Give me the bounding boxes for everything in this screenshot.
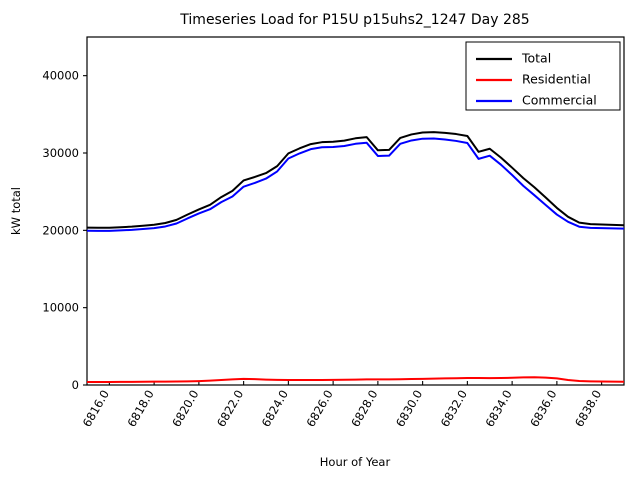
series-line-commercial [86,137,625,232]
series-line-residential [87,376,625,384]
legend-frame [465,41,621,111]
chart-legend[interactable]: Total Residential Commercial [465,41,621,111]
y-axis-label: kW total [9,187,23,235]
y-tick-label: 0 [72,378,79,392]
legend-label-total: Total [521,51,551,66]
y-tick-label: 20000 [42,223,79,237]
legend-label-residential: Residential [522,72,591,87]
axes-frame [86,36,625,386]
legend-label-commercial: Commercial [522,93,597,108]
series-line-total [86,131,625,229]
y-axis-ticks: 0 10000 20000 30000 40000 [42,69,87,392]
y-tick-label: 30000 [42,146,79,160]
chart-title: Timeseries Load for P15U p15uhs2_1247 Da… [179,12,529,28]
x-axis-label: Hour of Year [320,455,391,469]
y-tick-label: 10000 [42,301,79,315]
y-tick-label: 40000 [42,69,79,83]
legend-items: Total Residential Commercial [476,51,597,108]
data-series-layer [86,131,625,384]
